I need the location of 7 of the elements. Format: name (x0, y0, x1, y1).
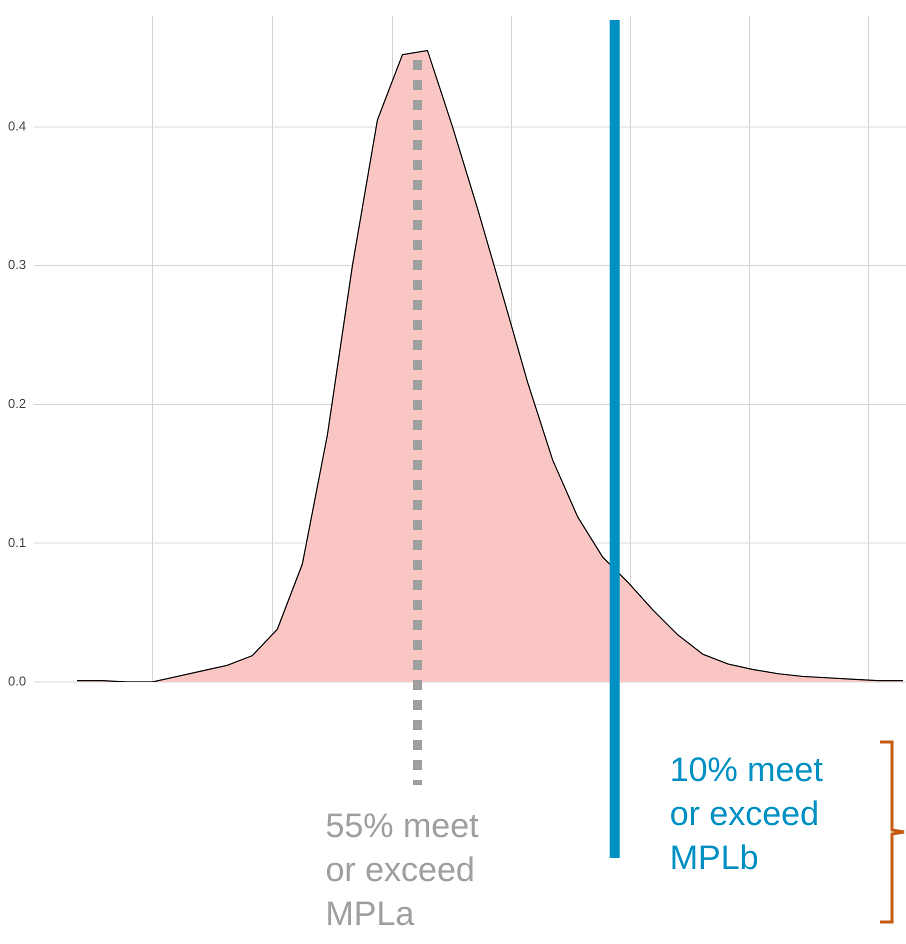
y-tick-label: 0.3 (8, 257, 26, 272)
y-tick-label: 0.2 (8, 396, 26, 411)
text: 55% meet or exceed MPLa (325, 806, 480, 935)
y-tick-label: 0.1 (8, 534, 26, 550)
y-tick-label: 0.4 (8, 118, 26, 134)
y-tick-label: 0.0 (8, 674, 26, 689)
text: 10% meet or exceed MPLb (670, 750, 824, 879)
